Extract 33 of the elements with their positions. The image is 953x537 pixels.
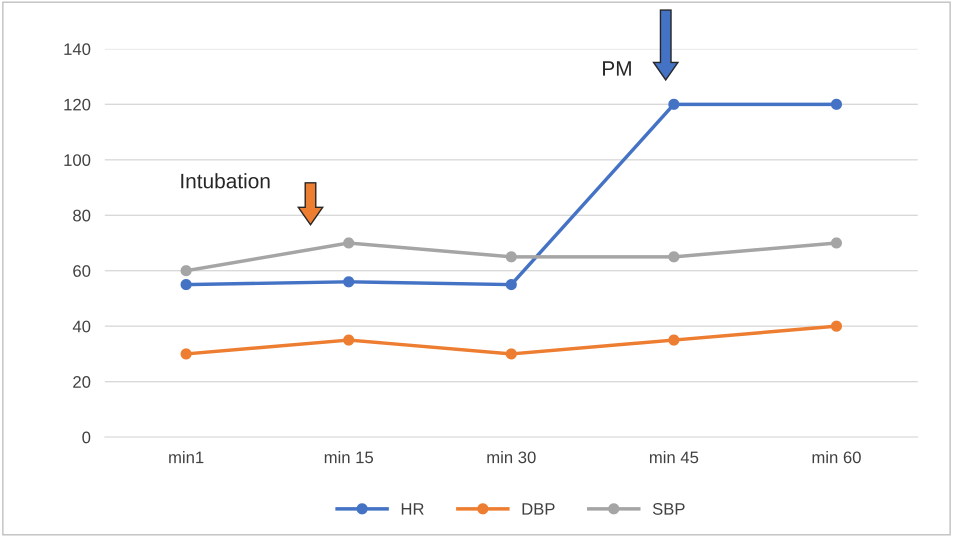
y-tick-label: 60 (73, 265, 90, 277)
y-tick-label: 100 (64, 154, 90, 166)
legend-label: HR (402, 503, 424, 515)
x-tick-label: min 45 (650, 451, 698, 464)
point (506, 251, 517, 262)
y-tick-label: 120 (64, 98, 90, 111)
x-tick-label: min1 (169, 451, 204, 464)
point (343, 334, 354, 346)
legend-label: DBP (522, 503, 555, 515)
point (668, 251, 680, 262)
point (180, 265, 192, 276)
x-tick-label: min 60 (812, 451, 861, 464)
point (180, 279, 192, 290)
point (668, 334, 680, 346)
point (506, 348, 517, 360)
y-tick-label: 40 (72, 320, 90, 332)
x-tick-label: min 15 (324, 451, 374, 464)
legend-label: SBP (652, 503, 685, 515)
point (830, 237, 842, 249)
annotation: Intubation (181, 173, 270, 188)
point (668, 98, 680, 110)
x-tick-label: min 30 (487, 451, 536, 464)
y-tick-label: 140 (64, 43, 90, 56)
y-tick-label: 0 (82, 432, 90, 444)
point (180, 348, 192, 360)
point (506, 279, 517, 290)
point (343, 237, 354, 249)
annotation: PM (603, 61, 631, 76)
y-tick-label: 20 (73, 376, 90, 388)
point (830, 320, 842, 332)
y-tick-label: 80 (73, 210, 90, 222)
point (830, 98, 842, 110)
point (343, 276, 354, 288)
